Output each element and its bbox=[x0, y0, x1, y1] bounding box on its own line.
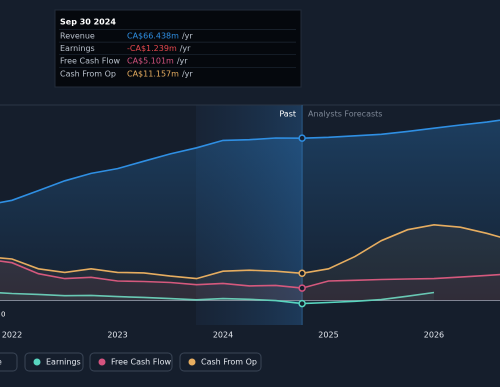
series-area bbox=[0, 120, 500, 301]
tooltip-label: Revenue bbox=[60, 32, 95, 41]
legend-swatch bbox=[188, 358, 196, 366]
tooltip-unit: /yr bbox=[177, 57, 188, 66]
series-line bbox=[0, 119, 500, 204]
tooltip-unit: /yr bbox=[182, 32, 193, 41]
legend-item[interactable] bbox=[89, 352, 173, 372]
legend-swatch bbox=[33, 358, 41, 366]
tooltip-unit: /yr bbox=[180, 44, 191, 53]
tooltip-value: CA$11.157m bbox=[127, 69, 179, 78]
tooltip-date: Sep 30 2024 bbox=[60, 18, 116, 27]
tooltip-value: CA$66.438m bbox=[127, 32, 179, 41]
tooltip-label: Earnings bbox=[60, 44, 95, 53]
legend-label: Revenue bbox=[0, 358, 2, 367]
tooltip-value: CA$5.101m bbox=[127, 57, 174, 66]
x-tick-label: 2024 bbox=[213, 331, 233, 340]
series-line bbox=[0, 223, 500, 280]
series-area bbox=[0, 261, 500, 301]
legend-item[interactable] bbox=[0, 352, 18, 372]
series-area bbox=[0, 292, 434, 304]
legend-swatch bbox=[98, 358, 106, 366]
x-tick-label: 2023 bbox=[107, 331, 127, 340]
tooltip-label: Cash From Op bbox=[60, 69, 116, 78]
legend-label: Cash From Op bbox=[201, 358, 257, 367]
plot bbox=[0, 105, 500, 325]
legend-label: Free Cash Flow bbox=[111, 358, 172, 367]
series-area bbox=[0, 224, 500, 301]
tooltip-unit: /yr bbox=[182, 69, 193, 78]
tooltip-box bbox=[54, 9, 302, 88]
series-line bbox=[0, 291, 435, 305]
hover-marker bbox=[298, 284, 306, 292]
forecast-label: Analysts Forecasts bbox=[308, 110, 382, 119]
legend-label: Earnings bbox=[46, 358, 81, 367]
tooltip-value: -CA$1.239m bbox=[127, 44, 177, 53]
series-line bbox=[0, 260, 500, 289]
hover-marker bbox=[298, 269, 306, 278]
x-tick-label: 2022 bbox=[2, 331, 22, 340]
legend: Revenue Earnings Free Cash Flow Cash From O… bbox=[0, 352, 262, 372]
hover-marker bbox=[298, 299, 306, 308]
y-tick-label: 0 bbox=[1, 311, 5, 319]
x-tick-label: 2025 bbox=[318, 331, 338, 340]
legend-item[interactable] bbox=[179, 352, 262, 372]
tooltip-label: Free Cash Flow bbox=[60, 57, 121, 66]
tooltip: Sep 30 2024 Revenue CA$66.438m/yr Earnings… bbox=[54, 9, 302, 88]
hover-marker bbox=[298, 134, 306, 142]
x-tick-label: 2026 bbox=[424, 331, 444, 340]
past-label: Past bbox=[279, 110, 296, 119]
legend-item[interactable] bbox=[24, 352, 84, 372]
